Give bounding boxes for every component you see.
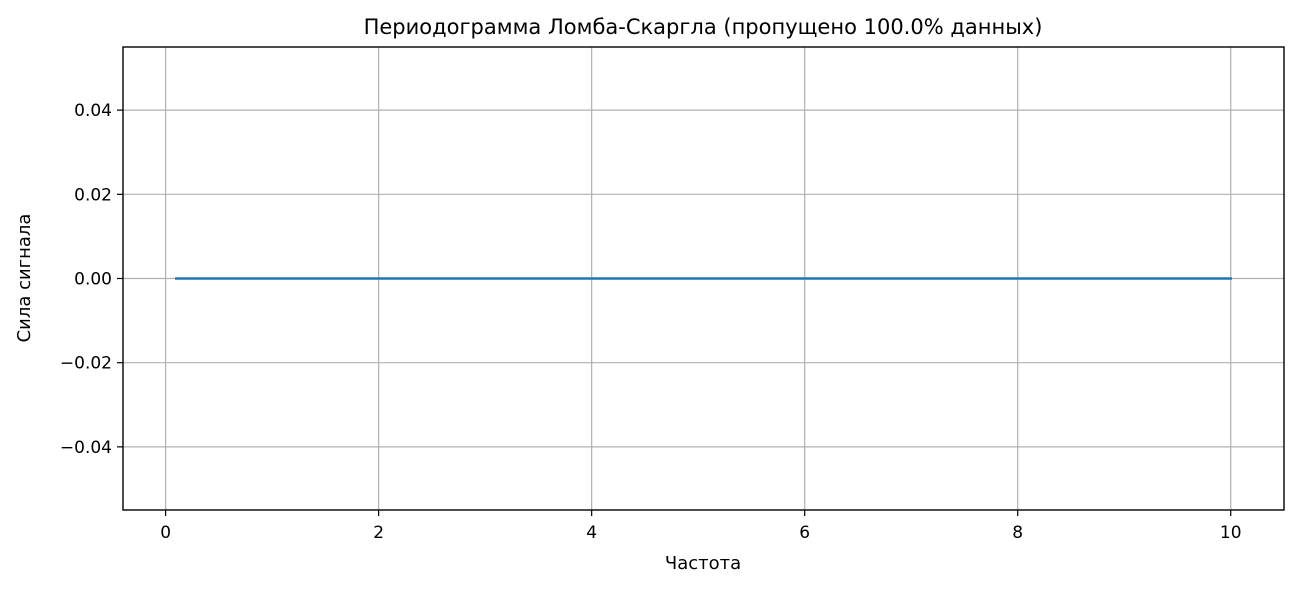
y-tick-label: 0.04 bbox=[74, 101, 112, 121]
x-tick-label: 8 bbox=[1012, 523, 1023, 543]
x-tick-label: 0 bbox=[160, 523, 171, 543]
x-axis-ticks: 0 2 4 6 8 10 bbox=[160, 510, 1242, 543]
y-tick-label: −0.04 bbox=[60, 438, 112, 458]
x-axis-label: Частота bbox=[665, 553, 741, 574]
y-axis-ticks: 0.04 0.02 0.00 −0.02 −0.04 bbox=[60, 101, 123, 458]
chart-title: Периодограмма Ломба-Скаргла (пропущено 1… bbox=[364, 15, 1043, 39]
y-tick-label: 0.00 bbox=[74, 270, 112, 290]
x-tick-label: 2 bbox=[373, 523, 384, 543]
x-tick-label: 6 bbox=[799, 523, 810, 543]
x-tick-label: 10 bbox=[1220, 523, 1242, 543]
y-axis-label: Сила сигнала bbox=[14, 214, 35, 343]
y-tick-label: 0.02 bbox=[74, 185, 112, 205]
y-tick-label: −0.02 bbox=[60, 354, 112, 374]
x-tick-label: 4 bbox=[586, 523, 597, 543]
